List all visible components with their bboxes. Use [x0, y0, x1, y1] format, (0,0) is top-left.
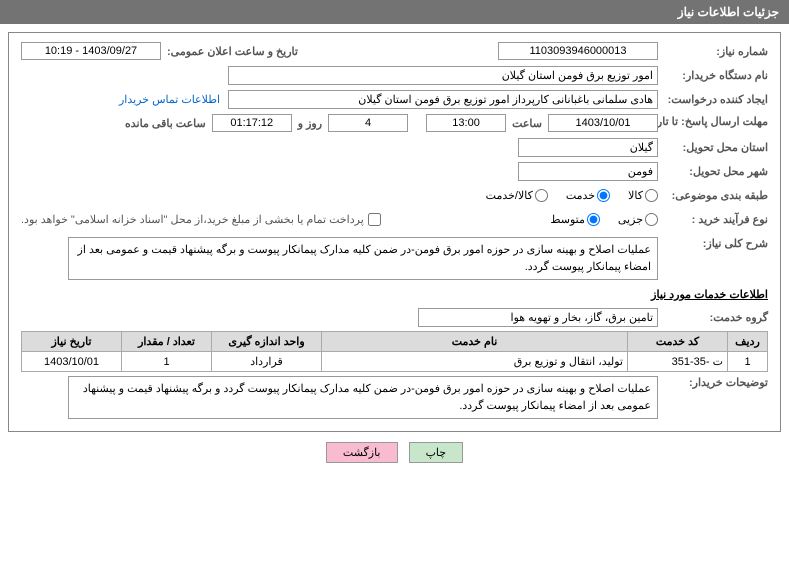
creator-label: ایجاد کننده درخواست: [658, 93, 768, 106]
table-row: 1 ت -35-351 تولید، انتقال و توزیع برق قر… [22, 352, 768, 372]
buyer-org-value: امور توزیع برق فومن استان گیلان [228, 66, 658, 85]
subject-class-label: طبقه بندی موضوعی: [658, 189, 768, 202]
services-table: ردیف کد خدمت نام خدمت واحد اندازه گیری ت… [21, 331, 768, 372]
subject-opt1: کالا [628, 189, 643, 202]
th-date: تاریخ نیاز [22, 332, 122, 352]
purchase-radio-minor[interactable] [645, 213, 658, 226]
back-button[interactable]: بازگشت [326, 442, 398, 463]
remain-label: ساعت باقی مانده [125, 117, 206, 130]
payment-checkbox[interactable] [368, 213, 381, 226]
province-value: گیلان [518, 138, 658, 157]
subject-radio-both[interactable] [535, 189, 548, 202]
subject-radio-group: کالا خدمت کالا/خدمت [472, 189, 658, 202]
announce-label: تاریخ و ساعت اعلان عمومی: [167, 45, 298, 58]
subject-radio-goods[interactable] [645, 189, 658, 202]
remain-time: 01:17:12 [212, 114, 292, 132]
purchase-opt2: متوسط [550, 213, 585, 226]
purchase-type-label: نوع فرآیند خرید : [658, 213, 768, 226]
services-section-title: اطلاعات خدمات مورد نیاز [21, 288, 768, 301]
payment-note: پرداخت تمام یا بخشی از مبلغ خرید،از محل … [21, 213, 364, 226]
td-unit: قرارداد [212, 352, 322, 372]
buyer-org-label: نام دستگاه خریدار: [658, 69, 768, 82]
table-header-row: ردیف کد خدمت نام خدمت واحد اندازه گیری ت… [22, 332, 768, 352]
deadline-label: مهلت ارسال پاسخ: تا تاریخ: [658, 116, 768, 129]
subject-opt2: خدمت [566, 189, 595, 202]
need-no-value: 1103093946000013 [498, 42, 658, 60]
city-value: فومن [518, 162, 658, 181]
general-desc-value: عملیات اصلاح و بهینه سازی در حوزه امور ب… [68, 237, 658, 280]
creator-value: هادی سلمانی باغبانانی کارپرداز امور توزی… [228, 90, 658, 109]
th-code: کد خدمت [628, 332, 728, 352]
buyer-notes-label: توضیحات خریدار: [658, 376, 768, 389]
th-qty: تعداد / مقدار [122, 332, 212, 352]
buyer-notes-value: عملیات اصلاح و بهینه سازی در حوزه امور ب… [68, 376, 658, 419]
td-code: ت -35-351 [628, 352, 728, 372]
main-panel: شماره نیاز: 1103093946000013 تاریخ و ساع… [8, 32, 781, 432]
purchase-radio-medium[interactable] [587, 213, 600, 226]
city-label: شهر محل تحویل: [658, 165, 768, 178]
subject-opt3: کالا/خدمت [486, 189, 533, 202]
subject-radio-service[interactable] [597, 189, 610, 202]
contact-link[interactable]: اطلاعات تماس خریدار [119, 93, 220, 106]
days-and-label: روز و [298, 117, 322, 130]
announce-value: 1403/09/27 - 10:19 [21, 42, 161, 60]
th-row: ردیف [728, 332, 768, 352]
th-name: نام خدمت [322, 332, 628, 352]
general-desc-label: شرح کلی نیاز: [658, 237, 768, 250]
remain-days: 4 [328, 114, 408, 132]
td-idx: 1 [728, 352, 768, 372]
service-group-value: تامین برق، گاز، بخار و تهویه هوا [418, 308, 658, 327]
td-qty: 1 [122, 352, 212, 372]
hour-label: ساعت [512, 117, 542, 130]
purchase-opt1: جزیی [618, 213, 643, 226]
service-group-label: گروه خدمت: [658, 311, 768, 324]
purchase-radio-group: جزیی متوسط [536, 213, 658, 226]
deadline-date: 1403/10/01 [548, 114, 658, 132]
deadline-hour: 13:00 [426, 114, 506, 132]
td-name: تولید، انتقال و توزیع برق [322, 352, 628, 372]
province-label: استان محل تحویل: [658, 141, 768, 154]
td-date: 1403/10/01 [22, 352, 122, 372]
need-no-label: شماره نیاز: [658, 45, 768, 58]
button-row: چاپ بازگشت [0, 442, 789, 463]
print-button[interactable]: چاپ [409, 442, 464, 463]
page-header: جزئیات اطلاعات نیاز [0, 0, 789, 24]
th-unit: واحد اندازه گیری [212, 332, 322, 352]
